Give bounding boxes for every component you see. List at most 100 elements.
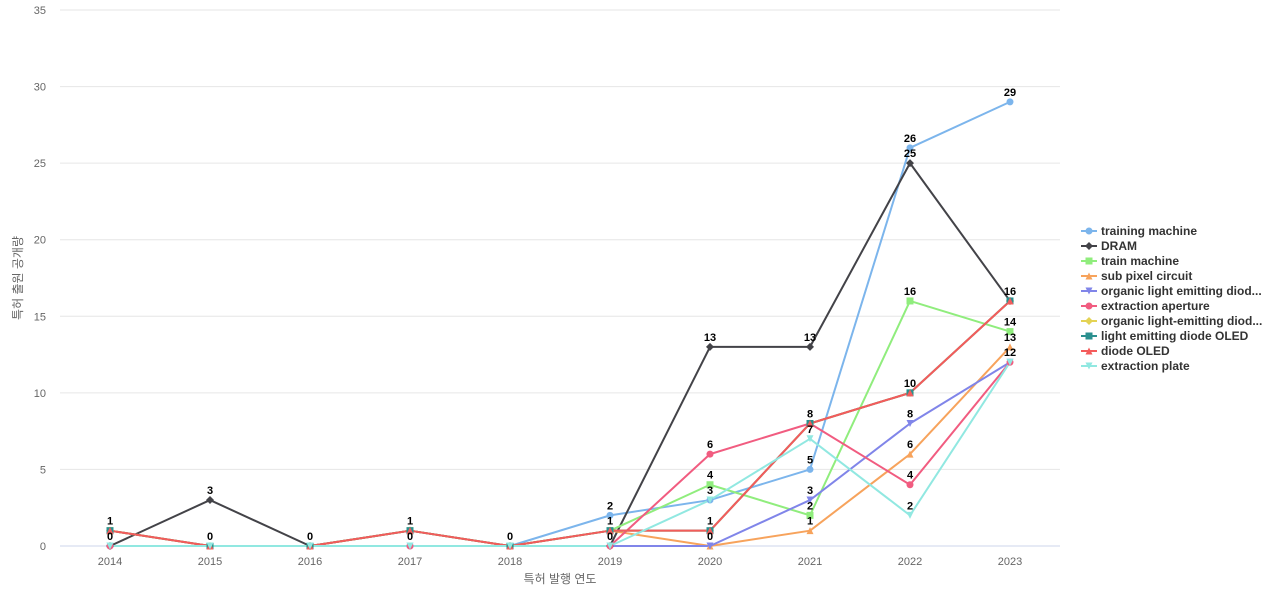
data-point-diode-oled bbox=[1006, 297, 1014, 305]
data-point-diode-oled bbox=[406, 527, 414, 535]
data-point-train-machine bbox=[1006, 328, 1014, 336]
data-point-extraction-plate bbox=[906, 511, 914, 519]
y-tick-label: 10 bbox=[34, 388, 46, 400]
series-line-organic-light-emitting-diod bbox=[109, 361, 1011, 547]
data-point-extraction-plate bbox=[206, 542, 214, 550]
series-lines bbox=[109, 100, 1011, 547]
data-point-dram bbox=[806, 342, 814, 351]
data-label: 7 bbox=[807, 424, 813, 436]
grid-lines bbox=[60, 9, 1060, 547]
legend-item-extraction-aperture[interactable]: extraction aperture bbox=[1081, 299, 1210, 313]
data-point-extraction-plate bbox=[1006, 358, 1014, 366]
y-tick-label: 20 bbox=[34, 235, 46, 247]
legend-label: sub pixel circuit bbox=[1101, 269, 1192, 283]
data-point-extraction-plate bbox=[806, 435, 814, 443]
legend-item-light-emitting-diode-oled[interactable]: light emitting diode OLED bbox=[1081, 329, 1249, 343]
series-line-light-emitting-diode-oled bbox=[109, 299, 1011, 547]
data-label: 1 bbox=[607, 516, 613, 528]
y-tick-label: 30 bbox=[34, 82, 46, 94]
legend-item-diode-oled[interactable]: diode OLED bbox=[1081, 344, 1170, 358]
legend-label: light emitting diode OLED bbox=[1101, 329, 1249, 343]
legend-swatch-marker bbox=[1085, 362, 1093, 370]
data-point-organic-light-emitting-diod bbox=[706, 542, 714, 550]
data-point-organic-light-emitting-diod bbox=[906, 419, 914, 427]
x-axis-title: 특허 발행 연도 bbox=[524, 571, 597, 586]
data-point-dram bbox=[906, 159, 914, 168]
data-point-training-machine bbox=[806, 465, 814, 473]
data-point-extraction-plate bbox=[506, 542, 514, 550]
series-line-diode-oled bbox=[109, 299, 1011, 547]
data-point-diode-oled bbox=[706, 527, 714, 535]
data-point-extraction-aperture bbox=[906, 481, 914, 489]
legend-item-sub-pixel-circuit[interactable]: sub pixel circuit bbox=[1081, 269, 1192, 283]
data-point-sub-pixel-circuit bbox=[806, 527, 814, 535]
data-point-train-machine bbox=[706, 481, 714, 489]
legend-swatch-marker bbox=[1085, 257, 1093, 265]
legend-item-extraction-plate[interactable]: extraction plate bbox=[1081, 359, 1190, 373]
data-point-extraction-plate bbox=[306, 542, 314, 550]
data-point-diode-oled bbox=[606, 527, 614, 535]
y-tick-label: 0 bbox=[40, 541, 46, 553]
legend-item-organic-light-emitting-diod[interactable]: organic light-emitting diod... bbox=[1081, 314, 1262, 328]
series-line-extraction-plate bbox=[109, 361, 1011, 547]
x-tick-label: 2021 bbox=[798, 556, 822, 568]
data-point-organic-light-emitting-diod bbox=[806, 496, 814, 504]
legend-swatch-marker bbox=[1085, 332, 1093, 340]
legend-swatch-marker bbox=[1085, 347, 1093, 355]
data-point-dram bbox=[206, 496, 214, 505]
data-point-diode-oled bbox=[106, 527, 114, 535]
legend-swatch-marker bbox=[1085, 227, 1093, 235]
legend-item-dram[interactable]: DRAM bbox=[1081, 239, 1137, 253]
legend-label: organic light-emitting diod... bbox=[1101, 314, 1262, 328]
data-label: 2 bbox=[807, 500, 813, 512]
data-label: 4 bbox=[907, 470, 914, 482]
data-point-train-machine bbox=[906, 297, 914, 305]
x-tick-label: 2014 bbox=[98, 556, 122, 568]
legend-label: extraction plate bbox=[1101, 359, 1190, 373]
legend-label: training machine bbox=[1101, 224, 1197, 238]
y-tick-label: 25 bbox=[34, 158, 46, 170]
legend-item-train-machine[interactable]: train machine bbox=[1081, 254, 1179, 268]
y-tick-label: 15 bbox=[34, 311, 46, 323]
data-label: 26 bbox=[904, 133, 916, 145]
data-label: 1 bbox=[407, 516, 413, 528]
data-label: 16 bbox=[904, 286, 916, 298]
legend-swatch-marker bbox=[1085, 317, 1093, 325]
data-label: 14 bbox=[1004, 317, 1017, 329]
series-line-organic-light-emitting-diod bbox=[109, 299, 1011, 547]
data-point-extraction-aperture bbox=[706, 450, 714, 458]
y-axis-title: 특허 출원 공개량 bbox=[11, 236, 25, 320]
x-tick-label: 2022 bbox=[898, 556, 922, 568]
legend-label: extraction aperture bbox=[1101, 299, 1210, 313]
data-label: 5 bbox=[807, 454, 813, 466]
legend-item-organic-light-emitting-diod[interactable]: organic light emitting diod... bbox=[1081, 284, 1262, 298]
series-line-train-machine bbox=[109, 299, 1011, 547]
data-label: 16 bbox=[1004, 286, 1016, 298]
data-point-diode-oled bbox=[906, 389, 914, 397]
data-label: 6 bbox=[707, 439, 713, 451]
x-tick-label: 2017 bbox=[398, 556, 422, 568]
x-tick-label: 2018 bbox=[498, 556, 522, 568]
data-label: 0 bbox=[207, 531, 213, 543]
data-label: 13 bbox=[804, 332, 816, 344]
data-point-training-machine bbox=[906, 144, 914, 152]
data-label: 1 bbox=[707, 516, 713, 528]
data-label: 1 bbox=[807, 516, 813, 528]
data-label: 3 bbox=[807, 485, 813, 497]
x-tick-label: 2019 bbox=[598, 556, 622, 568]
legend-item-training-machine[interactable]: training machine bbox=[1081, 224, 1197, 238]
legend-swatch-marker bbox=[1085, 242, 1093, 250]
legend-label: train machine bbox=[1101, 254, 1179, 268]
data-point-dram bbox=[706, 342, 714, 351]
data-point-diode-oled bbox=[806, 419, 814, 427]
data-label: 10 bbox=[904, 378, 916, 390]
y-tick-label: 35 bbox=[34, 5, 46, 17]
data-point-training-machine bbox=[606, 511, 614, 519]
data-label: 0 bbox=[407, 531, 413, 543]
data-label: 4 bbox=[707, 470, 714, 482]
data-label: 29 bbox=[1004, 87, 1016, 99]
